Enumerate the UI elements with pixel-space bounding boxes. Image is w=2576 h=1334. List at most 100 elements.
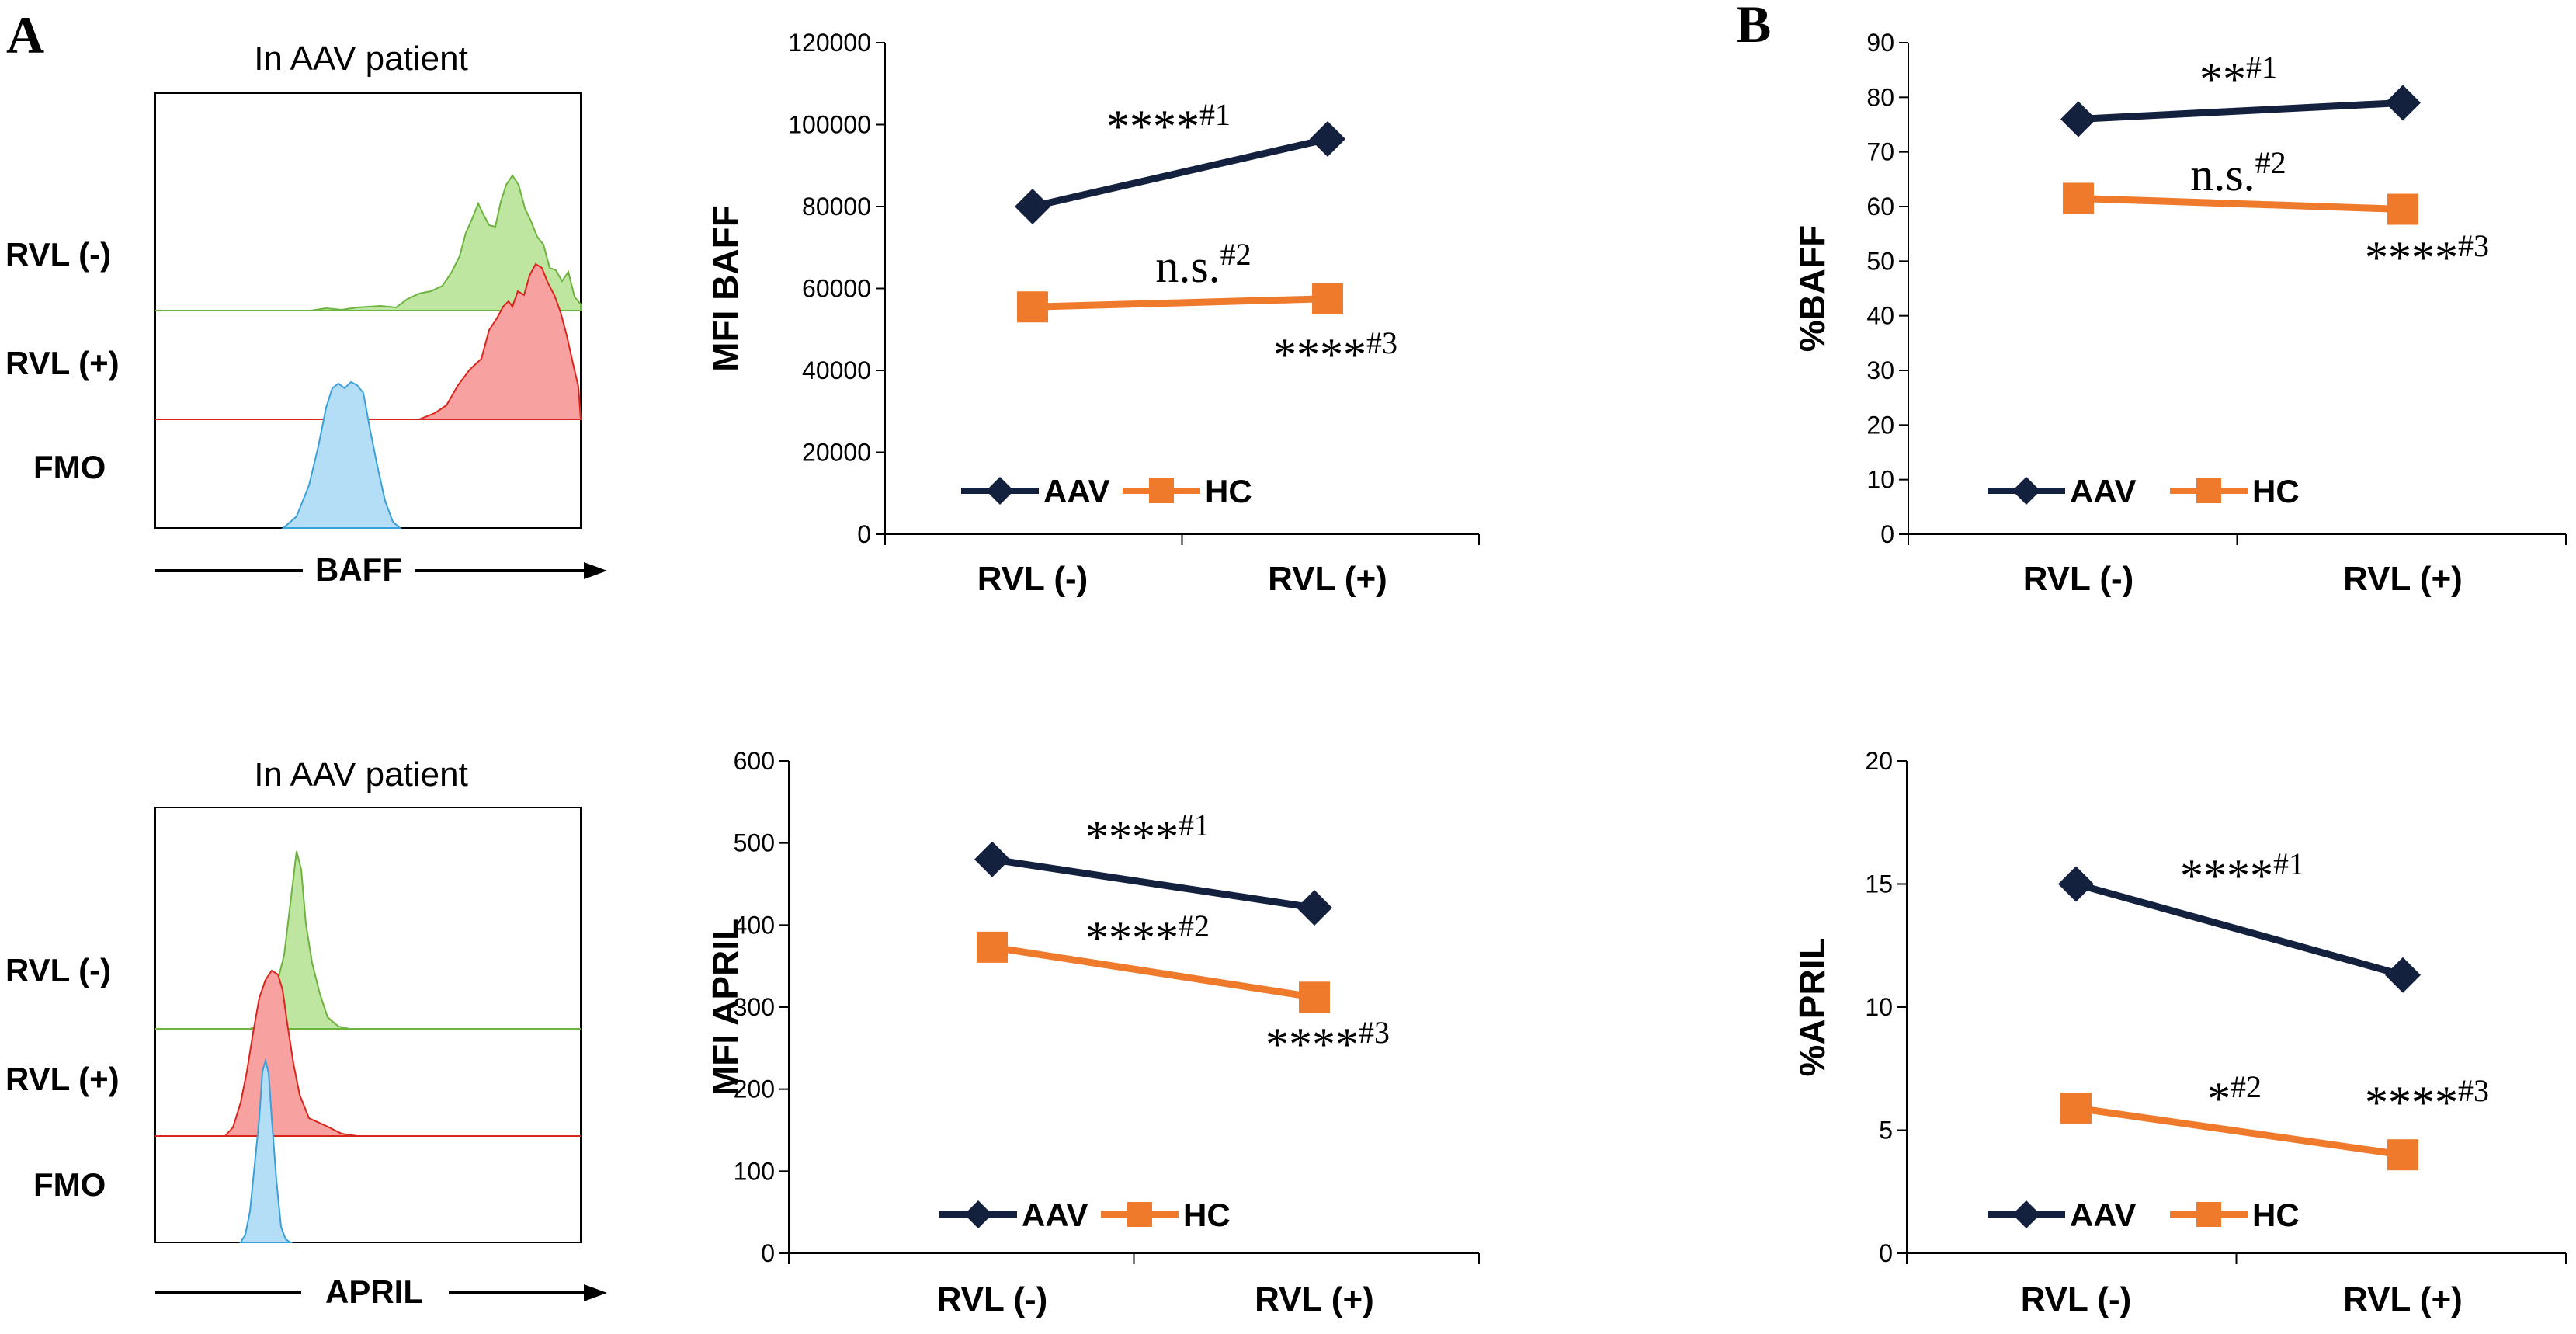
histogram-peak-rvl-pos <box>418 262 582 420</box>
chart-mfi-april: 0 100 200 300 400 500 600 RVL (-) RVL (+) MFI APR… <box>705 747 1480 1318</box>
histogram-row-label: RVL (+) <box>5 1061 120 1097</box>
series-line-aav <box>1029 135 1331 210</box>
significance-superscript: #1 <box>1179 808 1210 842</box>
significance-superscript: #3 <box>2458 1073 2489 1108</box>
arrow-head-icon <box>584 562 607 579</box>
legend-marker-square <box>1127 1202 1152 1227</box>
data-point-aav <box>1310 120 1345 157</box>
significance-annotation: ****#1 <box>2180 846 2304 901</box>
significance-annotation: **#1 <box>2199 50 2277 105</box>
significance-stars: **** <box>1085 811 1179 863</box>
histogram-row-label: FMO <box>33 449 106 485</box>
y-tick-label: 400 <box>734 911 775 939</box>
legend-marker-diamond <box>964 1200 992 1228</box>
data-point-hc <box>1299 981 1330 1013</box>
legend-label: HC <box>2252 1197 2300 1233</box>
x-tick-label: RVL (-) <box>2021 1280 2132 1318</box>
legend-label: AAV <box>1043 473 1110 509</box>
legend-marker-square <box>1149 478 1174 503</box>
y-tick-label: 20 <box>1866 411 1894 439</box>
x-tick-label: RVL (+) <box>1268 560 1387 598</box>
significance-stars: n.s. <box>1155 241 1220 292</box>
data-point-aav <box>2060 101 2096 137</box>
legend-marker-square <box>2196 1202 2221 1227</box>
significance-superscript: #2 <box>2231 1069 2262 1104</box>
series-line-aav <box>988 856 1318 912</box>
significance-superscript: #1 <box>2246 50 2277 85</box>
data-point-aav <box>1015 189 1050 224</box>
x-tick-label: RVL (-) <box>2023 560 2134 598</box>
legend-marker-diamond <box>986 477 1014 505</box>
significance-annotation: n.s.#2 <box>2190 145 2286 200</box>
significance-annotation: *#2 <box>2207 1069 2262 1124</box>
histogram-baff: In AAV patient RVL (-) RVL (+) FMO BAFF <box>5 40 607 588</box>
x-tick-label: RVL (-) <box>977 560 1088 598</box>
histogram-frame <box>154 807 582 1243</box>
significance-superscript: #2 <box>2255 145 2286 180</box>
significance-annotation: n.s.#2 <box>1155 237 1251 292</box>
y-axis-label: MFI BAFF <box>705 205 745 372</box>
legend-marker-diamond <box>2012 1200 2040 1228</box>
significance-annotation: ****#1 <box>1106 97 1231 152</box>
histogram-row-label: RVL (-) <box>5 236 111 273</box>
significance-annotation: ****#3 <box>1265 1015 1390 1070</box>
data-point-aav <box>2385 85 2421 121</box>
histogram-peak-rvl-pos <box>223 969 358 1137</box>
data-point-hc <box>1017 291 1048 323</box>
y-tick-label: 100 <box>734 1157 775 1185</box>
significance-superscript: #1 <box>2273 846 2304 881</box>
histogram-peak-rvl-neg <box>310 174 582 311</box>
data-point-aav <box>2058 866 2094 902</box>
legend-marker-square <box>2196 478 2221 503</box>
histogram-peak-fmo <box>239 1058 293 1243</box>
histogram-row-label: FMO <box>33 1166 106 1203</box>
data-point-aav <box>1297 890 1332 926</box>
histogram-x-label: APRIL <box>325 1273 423 1310</box>
y-axis-label: %BAFF <box>1792 225 1832 353</box>
data-point-hc <box>977 931 1008 963</box>
legend-label: AAV <box>2070 473 2137 509</box>
y-axis-label: %APRIL <box>1792 938 1832 1077</box>
data-point-aav <box>974 841 1010 877</box>
panel-letter-b: B <box>1736 0 1771 54</box>
y-tick-label: 60 <box>1866 193 1894 221</box>
significance-stars: n.s. <box>2190 149 2255 200</box>
legend-label: AAV <box>1022 1197 1088 1233</box>
y-tick-label: 80000 <box>802 193 871 221</box>
histogram-april: In AAV patient RVL (-) RVL (+) FMO APRIL <box>5 756 607 1310</box>
y-tick-label: 20 <box>1865 747 1893 775</box>
y-tick-label: 15 <box>1865 870 1893 898</box>
series-line-aav <box>2074 99 2407 123</box>
significance-stars: **** <box>2365 232 2458 283</box>
significance-stars: **** <box>1085 912 1179 964</box>
y-tick-label: 10 <box>1865 993 1893 1021</box>
x-tick-label: RVL (+) <box>1255 1280 1374 1318</box>
significance-superscript: #3 <box>1359 1015 1390 1050</box>
y-tick-label: 0 <box>1879 1239 1893 1267</box>
y-tick-label: 40000 <box>802 356 871 384</box>
significance-annotation: ****#1 <box>1085 808 1210 863</box>
chart-percent-baff: 0 10 20 30 40 50 60 70 80 90 RVL (-) RVL (+) %BAFF AA… <box>1792 29 2567 598</box>
y-tick-label: 5 <box>1879 1117 1893 1145</box>
y-tick-label: 20000 <box>802 439 871 467</box>
y-tick-label: 0 <box>857 520 871 548</box>
significance-annotation: ****#3 <box>1273 325 1397 380</box>
significance-superscript: #2 <box>1179 908 1210 943</box>
y-tick-label: 40 <box>1866 302 1894 330</box>
y-tick-label: 600 <box>734 747 775 775</box>
significance-superscript: #3 <box>1366 325 1397 360</box>
legend-label: HC <box>1205 473 1252 509</box>
significance-stars: **** <box>1265 1019 1359 1070</box>
series-line-aav <box>2072 881 2407 979</box>
histogram-x-label: BAFF <box>315 551 402 588</box>
y-tick-label: 120000 <box>788 29 871 57</box>
legend-label: HC <box>1183 1197 1231 1233</box>
significance-annotation: ****#3 <box>2365 1073 2489 1128</box>
significance-stars: * <box>2207 1073 2231 1124</box>
significance-stars: **** <box>2180 850 2273 901</box>
significance-superscript: #1 <box>1199 97 1231 132</box>
y-tick-label: 500 <box>734 829 775 857</box>
data-point-hc <box>2387 1139 2418 1171</box>
y-tick-label: 60000 <box>802 275 871 303</box>
y-tick-label: 0 <box>1880 520 1894 548</box>
